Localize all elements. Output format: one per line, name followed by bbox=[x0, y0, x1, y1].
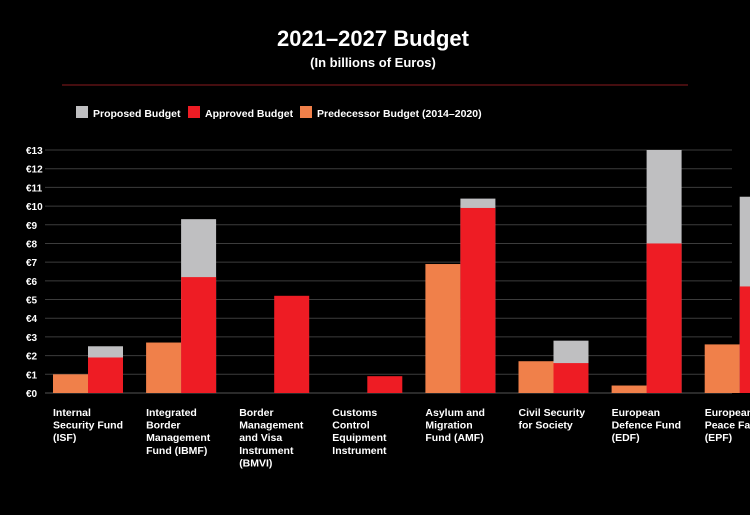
x-category-label: Internal Security Fund (ISF) bbox=[53, 407, 123, 444]
y-tick-label: €3 bbox=[26, 333, 38, 344]
y-tick-label: €4 bbox=[26, 314, 38, 325]
y-tick-label: €6 bbox=[26, 277, 38, 288]
bar-predecessor-budget bbox=[704, 344, 740, 393]
legend-label: Predecessor Budget (2014–2020) bbox=[317, 108, 482, 120]
bar-approved-budget bbox=[181, 277, 217, 393]
bar-approved-budget bbox=[367, 376, 403, 393]
y-tick-label: €10 bbox=[26, 202, 43, 213]
y-tick-label: €7 bbox=[26, 258, 38, 269]
bars bbox=[53, 150, 750, 393]
bar-predecessor-budget bbox=[611, 385, 647, 393]
y-tick-label: €1 bbox=[26, 370, 38, 381]
bar-approved-budget bbox=[739, 286, 750, 393]
bar-approved-budget bbox=[553, 363, 589, 393]
chart-subtitle: (In billions of Euros) bbox=[310, 55, 436, 70]
chart-title: 2021–2027 Budget bbox=[277, 26, 470, 51]
x-category-label: Asylum and Migration Fund (AMF) bbox=[425, 407, 485, 444]
legend-label: Proposed Budget bbox=[93, 108, 181, 120]
legend-swatch bbox=[300, 106, 312, 118]
y-tick-label: €2 bbox=[26, 352, 38, 363]
bar-predecessor-budget bbox=[425, 264, 461, 393]
y-tick-label: €13 bbox=[26, 146, 43, 157]
bar-predecessor-budget bbox=[53, 374, 88, 393]
bar-approved-budget bbox=[646, 243, 682, 393]
y-tick-label: €11 bbox=[26, 183, 43, 194]
bar-approved-budget bbox=[88, 357, 123, 393]
y-tick-label: €8 bbox=[26, 239, 38, 250]
bar-approved-budget bbox=[460, 207, 496, 393]
x-axis-labels: Internal Security Fund (ISF) Integrated Bord… bbox=[53, 407, 750, 469]
y-tick-label: €5 bbox=[26, 296, 38, 307]
y-axis: €0 €1 €2 €3 €4 €5 €6 €7 €8 €9 €10 €11 €12 €13 bbox=[26, 146, 43, 400]
legend-label: Approved Budget bbox=[205, 108, 294, 120]
x-category-label: Border Management and Visa Instrument (BMVI) bbox=[239, 407, 304, 469]
legend: Proposed Budget Approved Budget Predecesso… bbox=[76, 106, 482, 120]
x-category-label: Civil Security for Society bbox=[519, 407, 586, 432]
x-category-label: Integrated Border Management Fund (IBMF) bbox=[146, 407, 211, 457]
y-tick-label: €9 bbox=[26, 221, 38, 232]
bar-predecessor-budget bbox=[518, 361, 554, 393]
legend-swatch bbox=[188, 106, 200, 118]
bar-approved-budget bbox=[274, 295, 310, 393]
legend-swatch bbox=[76, 106, 88, 118]
bar-predecessor-budget bbox=[146, 342, 182, 393]
y-tick-label: €0 bbox=[26, 389, 38, 400]
x-category-label: Customs Control Equipment Instrument bbox=[332, 407, 387, 457]
y-tick-label: €12 bbox=[26, 165, 43, 176]
x-category-label: European Defence Fund (EDF) bbox=[612, 407, 681, 444]
